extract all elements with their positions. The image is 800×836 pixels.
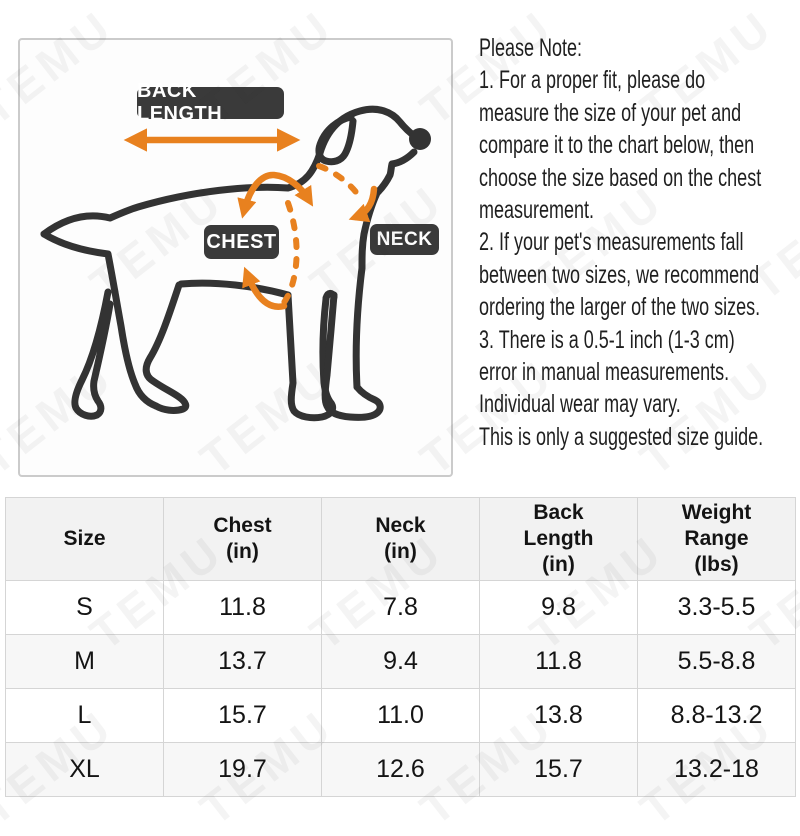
dog-hind-leg-near xyxy=(142,281,190,414)
note-line: choose the size based on the chest xyxy=(479,163,762,192)
chest-top-arrow xyxy=(237,171,314,219)
table-cell-back_length: 13.8 xyxy=(479,688,638,743)
table-row: M 13.7 9.4 11.8 5.5-8.8 xyxy=(5,634,796,689)
size-table-body: S 11.8 7.8 9.8 3.3-5.5 M 13.7 9.4 11.8 5.5-8.8 L 15… xyxy=(5,580,796,797)
table-row: XL 19.7 12.6 15.7 13.2-18 xyxy=(5,742,796,797)
table-cell-neck: 9.4 xyxy=(321,634,480,689)
note-line: ordering the larger of the two sizes. xyxy=(479,293,761,322)
table-cell-back_length: 9.8 xyxy=(479,580,638,635)
table-row: L 15.7 11.0 13.8 8.8-13.2 xyxy=(5,688,796,743)
table-cell-chest: 11.8 xyxy=(163,580,322,635)
dog-measurement-illustration xyxy=(40,105,431,422)
column-header: Size xyxy=(5,497,164,581)
note-line: between two sizes, we recommend xyxy=(479,260,760,289)
note-line: measure the size of your pet and xyxy=(479,98,742,127)
table-cell-chest: 19.7 xyxy=(163,742,322,797)
dog-muzzle-throat xyxy=(358,148,418,272)
table-cell-size: S xyxy=(5,580,164,635)
dog-nose xyxy=(409,128,431,150)
note-line: 1. For a proper fit, please do xyxy=(479,66,706,95)
dog-belly xyxy=(177,279,292,299)
dog-front-leg-near-front-edge xyxy=(352,264,366,391)
table-cell-weight: 3.3-5.5 xyxy=(637,580,796,635)
neck-label: NECK xyxy=(370,224,439,255)
column-header: Neck (in) xyxy=(321,497,480,581)
chest-dashed-line xyxy=(276,200,300,312)
dog-hind-leg-far xyxy=(71,288,114,420)
table-cell-back_length: 15.7 xyxy=(479,742,638,797)
size-table: Size Chest (in) Neck (in) Back Length (in) Weigh… xyxy=(5,497,796,797)
note-line: Please Note: xyxy=(479,34,583,62)
dog-tail-under xyxy=(40,230,160,410)
table-cell-size: M xyxy=(5,634,164,689)
column-header: Back Length (in) xyxy=(479,497,638,581)
table-header-row: Size Chest (in) Neck (in) Back Length (in) Weigh… xyxy=(5,497,796,581)
measurement-annotations xyxy=(123,128,378,312)
dog-outline xyxy=(40,105,431,422)
size-table-header: Size Chest (in) Neck (in) Back Length (in) Weigh… xyxy=(5,497,796,581)
note-line: measurement. xyxy=(479,196,595,225)
note-line: compare it to the chart below, then xyxy=(479,131,755,160)
column-header: Chest (in) xyxy=(163,497,322,581)
measurement-diagram-box: BACK LENGTH CHEST NECK xyxy=(18,38,453,477)
note-line: 3. There is a 0.5-1 inch (1-3 cm) xyxy=(479,325,735,354)
dog-ear xyxy=(315,113,357,166)
chest-label: CHEST xyxy=(204,225,279,259)
table-cell-weight: 8.8-13.2 xyxy=(637,688,796,743)
note-text: Please Note: 1. For a proper fit, please … xyxy=(479,32,799,453)
column-header: Weight Range (lbs) xyxy=(637,497,796,581)
dog-front-leg-near xyxy=(321,291,384,421)
table-cell-chest: 13.7 xyxy=(163,634,322,689)
table-cell-size: L xyxy=(5,688,164,743)
table-cell-weight: 13.2-18 xyxy=(637,742,796,797)
table-cell-neck: 7.8 xyxy=(321,580,480,635)
table-cell-weight: 5.5-8.8 xyxy=(637,634,796,689)
table-cell-neck: 11.0 xyxy=(321,688,480,743)
note-line: 2. If your pet's measurements fall xyxy=(479,228,744,257)
back-length-label: BACK LENGTH xyxy=(137,80,284,125)
note-line: error in manual measurements. xyxy=(479,358,730,387)
neck-arrow xyxy=(348,185,378,223)
table-cell-chest: 15.7 xyxy=(163,688,322,743)
table-row: S 11.8 7.8 9.8 3.3-5.5 xyxy=(5,580,796,635)
table-cell-size: XL xyxy=(5,742,164,797)
table-cell-back_length: 11.8 xyxy=(479,634,638,689)
note-line: This is only a suggested size guide. xyxy=(479,422,764,451)
table-cell-neck: 12.6 xyxy=(321,742,480,797)
note-line: Individual wear may vary. xyxy=(479,390,681,419)
chest-bottom-arrow xyxy=(242,266,288,310)
neck-dashed-line xyxy=(316,163,364,202)
